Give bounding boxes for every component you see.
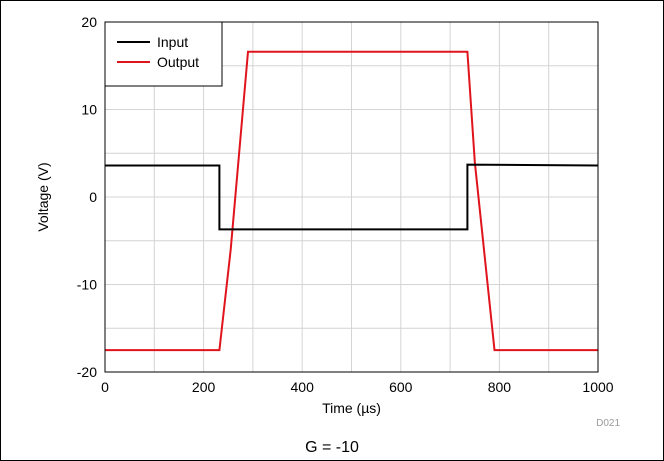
legend-box	[104, 21, 223, 87]
y-axis-label: Voltage (V)	[35, 162, 51, 231]
figure-id: D021	[596, 418, 620, 429]
legend-label-input: Input	[157, 34, 188, 50]
series-layer	[105, 50, 599, 352]
y-tick-label: 20	[81, 14, 97, 30]
y-tick-labels: -20 -10 0 10 20	[77, 14, 97, 380]
x-axis-label: Time (µs)	[322, 400, 381, 416]
y-tick-label: 10	[81, 102, 97, 118]
y-tick-label: 0	[89, 189, 97, 205]
x-tick-label: 200	[192, 379, 216, 395]
x-tick-label: 1000	[582, 379, 613, 395]
x-tick-label: 0	[101, 379, 109, 395]
plot-area-border	[104, 21, 599, 373]
series-line-output	[105, 50, 598, 352]
series-line-input	[105, 163, 599, 231]
x-tick-label: 800	[488, 379, 512, 395]
x-tick-label: 400	[291, 379, 315, 395]
x-tick-label: 600	[389, 379, 413, 395]
legend-label-output: Output	[157, 54, 199, 70]
legend: Input Output	[104, 21, 223, 87]
figure-caption: G = -10	[305, 439, 359, 456]
y-tick-label: -10	[77, 277, 97, 293]
y-tick-label: -20	[77, 364, 97, 380]
x-tick-labels: 0 200 400 600 800 1000	[101, 379, 614, 395]
grid-lines	[105, 22, 598, 372]
